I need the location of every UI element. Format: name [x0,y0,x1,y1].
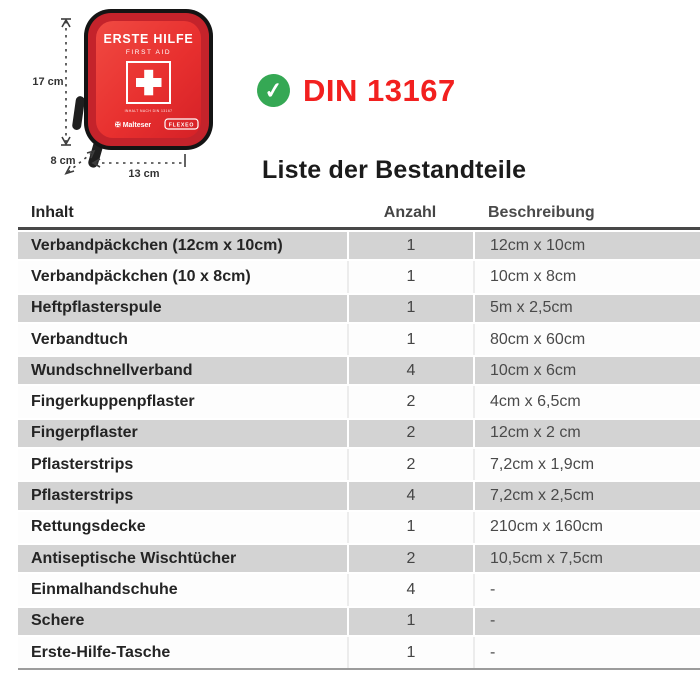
table-row: Fingerpflaster 2 12cm x 2 cm [18,417,700,450]
col-header-inhalt: Inhalt [31,203,74,221]
item-name: Antiseptische Wischtücher [31,549,237,567]
item-qty: 1 [347,261,473,293]
flexeo-logo: FLEXEO [169,122,195,128]
item-name: Pflasterstrips [31,487,134,505]
item-name: Rettungsdecke [31,518,146,536]
item-desc: 5m x 2,5cm [473,294,700,322]
dimension-width-label: 13 cm [128,168,159,180]
table-row: Rettungsdecke 1 210cm x 160cm [18,511,700,543]
item-desc: 210cm x 160cm [473,511,700,543]
col-header-beschreibung: Beschreibung [488,203,595,221]
item-desc: 4cm x 6,5cm [473,386,700,418]
item-name: Erste-Hilfe-Tasche [31,643,171,661]
item-qty: 4 [347,357,473,385]
dimension-labels: 17 cm 8 cm 13 cm [32,76,159,180]
item-desc: - [473,607,700,635]
item-name: Pflasterstrips [31,455,134,473]
table-header-row: Inhalt Anzahl Beschreibung [18,198,700,230]
malteser-logo: ✠ Malteser [115,121,151,129]
col-header-anzahl: Anzahl [383,203,437,221]
item-desc: 7,2cm x 1,9cm [473,449,700,481]
item-qty: 2 [347,449,473,481]
item-desc: 12cm x 10cm [473,232,700,260]
item-qty: 1 [347,323,473,356]
case-title: ERSTE HILFE [103,32,193,46]
item-name: Verbandpäckchen (12cm x 10cm) [31,236,283,254]
item-desc: 10cm x 6cm [473,357,700,385]
table-row: Verbandpäckchen (10 x 8cm) 1 10cm x 8cm [18,261,700,293]
item-qty: 1 [347,511,473,543]
item-name: Fingerkuppenpflaster [31,393,195,411]
table-row: Wundschnellverband 4 10cm x 6cm [18,355,700,387]
item-name: Fingerpflaster [31,424,138,442]
first-aid-cross-icon [126,61,171,104]
first-aid-case: ERSTE HILFE FIRST AID INHALT NACH DIN 13… [84,9,213,150]
section-title: Liste der Bestandteile [262,156,527,184]
dimension-lines [61,18,186,175]
table-row: Pflasterstrips 4 7,2cm x 2,5cm [18,480,700,512]
item-desc: - [473,636,700,669]
table-row: Fingerkuppenpflaster 2 4cm x 6,5cm [18,386,700,418]
item-name: Verbandtuch [31,330,128,348]
item-desc: 12cm x 2 cm [473,419,700,448]
case-small-text: INHALT NACH DIN 13167 [125,109,173,113]
item-qty: 2 [347,544,473,573]
din-badge: ✓ DIN 13167 [255,72,456,109]
item-qty: 1 [347,294,473,322]
flexeo-badge: FLEXEO [164,118,199,130]
check-icon: ✓ [255,72,292,109]
table-row: Erste-Hilfe-Tasche 1- [18,636,700,669]
item-desc: 10cm x 8cm [473,261,700,293]
item-qty: 4 [347,574,473,606]
item-qty: 1 [347,636,473,669]
item-qty: 2 [347,386,473,418]
item-qty: 1 [347,607,473,635]
table-body: Verbandpäckchen (12cm x 10cm) 1 12cm x 10c… [18,230,700,669]
case-subtitle: FIRST AID [126,49,171,56]
table-row: Verbandtuch 1 80cm x 60cm [18,323,700,356]
table-row: Antiseptische Wischtücher 2 10,5cm x 7,5cm [18,542,700,575]
dimension-depth-label: 8 cm [50,155,75,167]
table-row: Schere 1- [18,605,700,637]
item-name: Wundschnellverband [31,361,193,379]
item-name: Heftpflasterspule [31,299,162,317]
item-name: Einmalhandschuhe [31,580,178,598]
item-qty: 1 [347,232,473,260]
parts-table: Inhalt Anzahl Beschreibung Verbandpäckch… [18,198,700,671]
item-desc: 7,2cm x 2,5cm [473,482,700,510]
item-name: Verbandpäckchen (10 x 8cm) [31,267,251,285]
item-qty: 4 [347,482,473,510]
item-desc: 80cm x 60cm [473,323,700,356]
item-qty: 2 [347,419,473,448]
table-row: Pflasterstrips 2 7,2cm x 1,9cm [18,449,700,481]
item-name: Schere [31,612,85,630]
first-aid-kit-figure: ERSTE HILFE FIRST AID INHALT NACH DIN 13… [32,9,213,180]
item-desc: - [473,574,700,606]
dimension-height-label: 17 cm [32,76,63,88]
table-row: Heftpflasterspule 1 5m x 2,5cm [18,292,700,324]
table-row: Einmalhandschuhe 4- [18,574,700,606]
din-label: DIN 13167 [303,73,456,108]
item-desc: 10,5cm x 7,5cm [473,544,700,573]
table-row: Verbandpäckchen (12cm x 10cm) 1 12cm x 10c… [18,230,700,262]
